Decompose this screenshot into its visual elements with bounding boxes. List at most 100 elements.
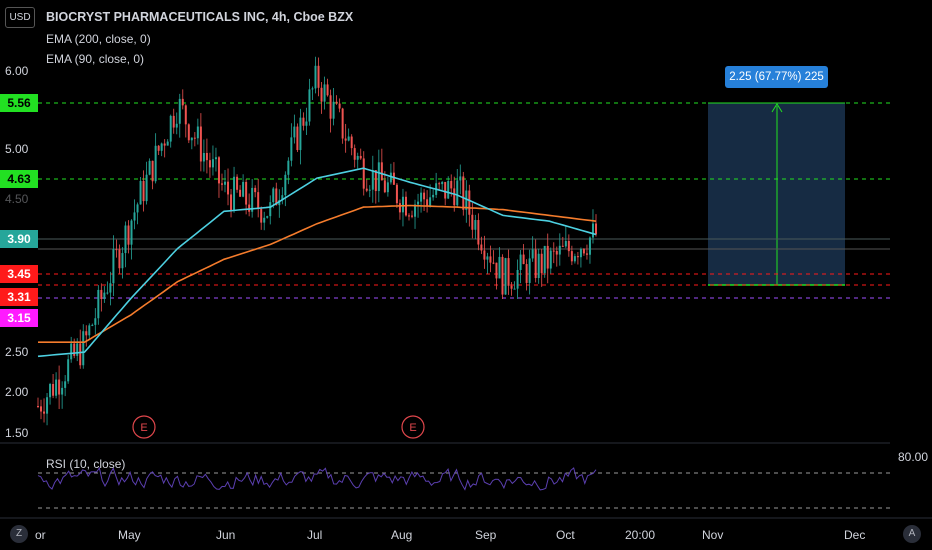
candle-body [272, 188, 275, 203]
candle-body [344, 138, 347, 141]
candle-body [513, 288, 516, 290]
candle-body [564, 240, 567, 247]
indicator-rsi[interactable]: RSI (10, close) [46, 457, 126, 471]
candle-body [507, 258, 510, 286]
candle-body [371, 170, 374, 190]
earnings-marker-may [132, 415, 156, 439]
measure-label: 2.25 (67.77%) 225 [725, 66, 828, 88]
y-label-2-50: 2.50 [5, 345, 29, 359]
candle-body [287, 160, 290, 175]
candle-body [40, 406, 43, 412]
candle-body [178, 98, 181, 124]
candle-body [450, 180, 453, 189]
candle-body [401, 196, 404, 213]
candle-body [91, 324, 94, 326]
candle-body [269, 202, 272, 217]
candle-body [347, 136, 350, 141]
candle-body [540, 253, 543, 274]
candle-body [453, 188, 456, 206]
currency-badge[interactable]: USD [5, 7, 35, 28]
candle-body [55, 379, 58, 396]
candle-body [483, 250, 486, 260]
candle-body [392, 172, 395, 185]
x-label-20-00: 20:00 [625, 528, 655, 542]
candle-body [362, 158, 365, 189]
candle-body [305, 121, 308, 126]
candle-body [471, 214, 474, 230]
candle-body [169, 115, 172, 142]
candle-body [317, 65, 320, 88]
candle-body [465, 190, 468, 210]
candle-body [112, 249, 115, 284]
candle-body [73, 343, 76, 356]
candle-body [82, 331, 85, 366]
candle-body [263, 217, 266, 223]
candle-body [350, 136, 353, 149]
candle-body [211, 159, 214, 168]
candle-body [296, 126, 299, 151]
earnings-label-may: E [140, 422, 147, 434]
measure-arrow-head [771, 103, 783, 113]
candle-body [480, 244, 483, 251]
candle-body [227, 181, 230, 195]
candle-body [588, 237, 591, 255]
candle-body [353, 148, 356, 160]
candle-body [459, 176, 462, 181]
candle-body [389, 172, 392, 183]
candle-body [284, 174, 287, 196]
candle-body [420, 192, 423, 202]
candle-body [199, 126, 202, 162]
candle-body [552, 250, 555, 252]
candle-body [160, 143, 163, 151]
candle-body [543, 245, 546, 274]
candle-body [504, 258, 507, 295]
candle-body [549, 250, 552, 269]
candle-body [522, 254, 525, 265]
candle-body [181, 98, 184, 106]
candle-body [377, 162, 380, 192]
candle-body [245, 181, 248, 205]
candle-body [233, 176, 236, 211]
x-label-jun: Jun [216, 528, 235, 542]
candle-body [251, 187, 254, 212]
candle-body [537, 253, 540, 279]
candle-body [426, 199, 429, 207]
candle-body [97, 289, 100, 319]
candle-body [329, 95, 332, 119]
candle-body [184, 105, 187, 125]
auto-scale-button[interactable]: A [903, 525, 921, 543]
candle-body [591, 223, 594, 238]
candle-body [368, 189, 371, 191]
candle-body [242, 181, 245, 197]
price-tag-3-15: 3.15 [0, 309, 38, 327]
candle-body [154, 145, 157, 182]
candle-body [58, 379, 61, 395]
candle-body [239, 189, 242, 197]
candle-body [489, 256, 492, 263]
candle-body [386, 182, 389, 193]
zoom-button[interactable]: Z [10, 525, 28, 543]
candle-body [166, 141, 169, 146]
x-label-may: May [118, 528, 141, 542]
candle-body [127, 225, 130, 245]
y-label-1-50: 1.50 [5, 426, 29, 440]
candle-body [148, 160, 151, 175]
candle-body [205, 152, 208, 161]
rsi-line [37, 466, 597, 491]
x-label-oct: Oct [556, 528, 575, 542]
candle-body [88, 325, 91, 336]
candle-body [411, 215, 414, 217]
candles [37, 56, 597, 426]
x-label-aug: Aug [391, 528, 412, 542]
candle-body [561, 245, 564, 247]
indicator-ema-90[interactable]: EMA (90, close, 0) [46, 52, 145, 66]
candle-body [338, 103, 341, 109]
candle-body [314, 65, 317, 89]
candle-body [172, 115, 175, 128]
indicator-ema-200[interactable]: EMA (200, close, 0) [46, 32, 151, 46]
candle-body [567, 240, 570, 252]
candle-body [76, 343, 79, 356]
candle-body [217, 157, 220, 184]
candle-body [151, 160, 154, 182]
